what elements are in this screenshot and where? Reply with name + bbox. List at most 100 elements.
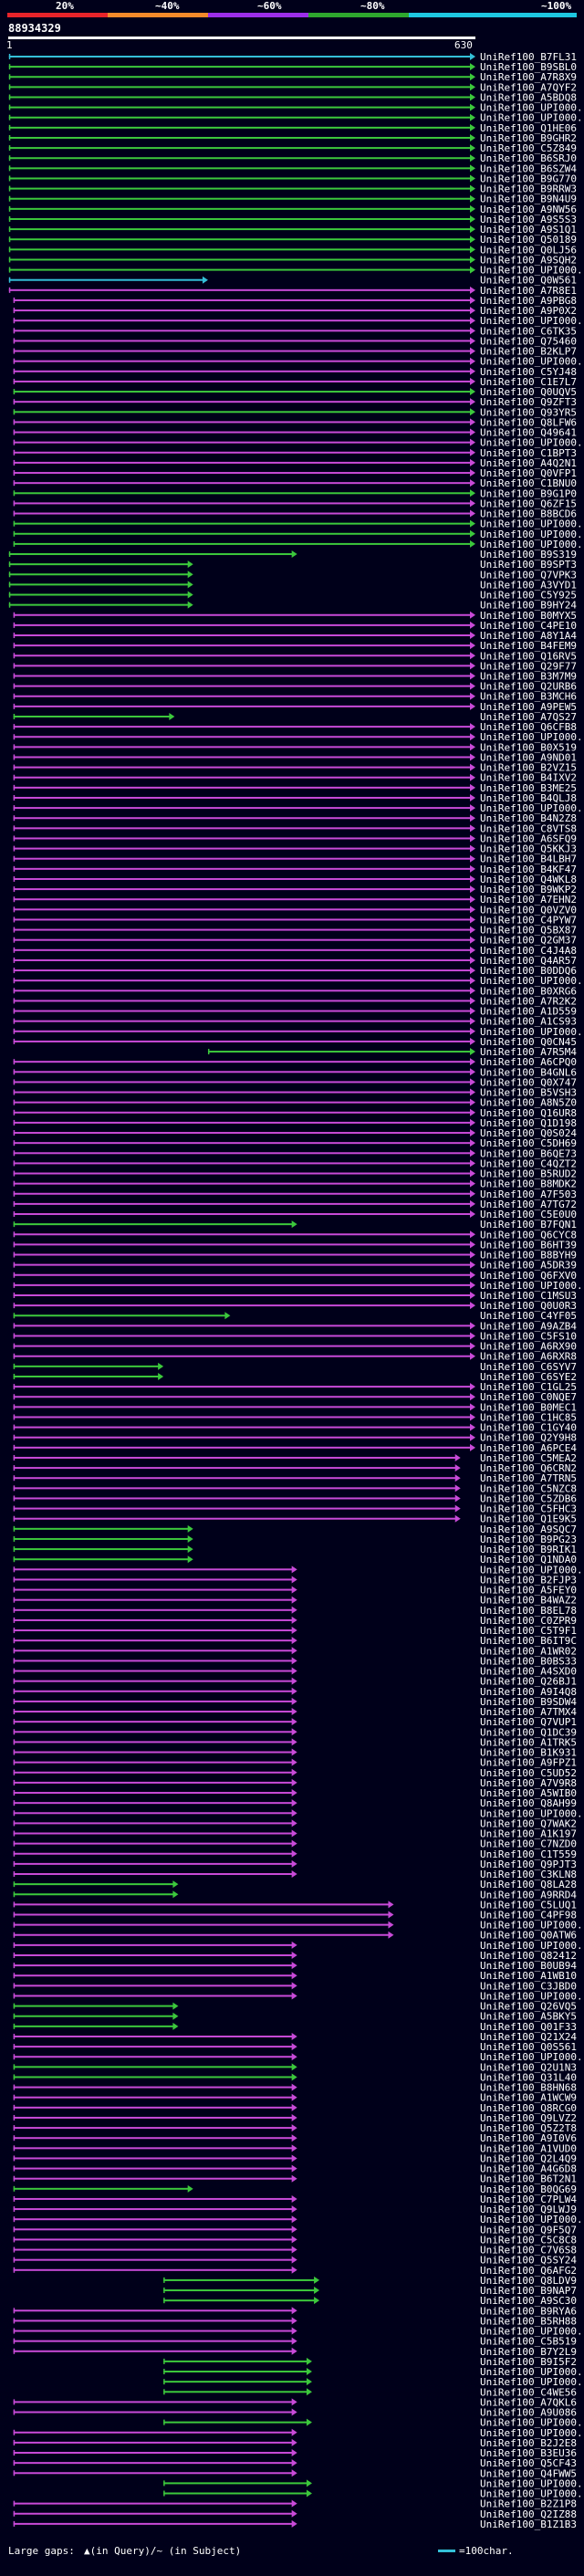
hit-label[interactable]: UniRef100_A4G6D8 [480,2163,577,2175]
hit-label[interactable]: UniRef100_C4J4A8 [480,945,577,957]
hit-row[interactable]: UniRef100_A1WB10 [13,1970,577,1982]
hit-label[interactable]: UniRef100_C4PYW7 [480,914,577,926]
hit-row[interactable]: UniRef100_C4J4A8 [13,945,577,957]
hit-bar[interactable] [13,2431,294,2434]
hit-label[interactable]: UniRef100_C5FHC3 [480,1503,577,1515]
hit-bar[interactable] [13,1182,472,1185]
hit-label[interactable]: UniRef100_B9S319 [480,549,577,560]
hit-bar[interactable] [13,2502,294,2505]
hit-row[interactable]: UniRef100_B8BCD6 [13,508,577,520]
hit-row[interactable]: UniRef100_UPI000... [163,2417,584,2429]
hit-row[interactable]: UniRef100_Q8RCG0 [13,2102,577,2114]
hit-bar[interactable] [13,958,472,961]
hit-row[interactable]: UniRef100_C4PF98 [13,1910,577,1922]
hit-label[interactable]: UniRef100_C1GY40 [480,1422,577,1434]
hit-row[interactable]: UniRef100_A9FPZ1 [13,1757,577,1769]
hit-bar[interactable] [13,756,472,759]
hit-row[interactable]: UniRef100_B9GHR2 [8,132,577,144]
hit-bar[interactable] [13,1761,294,1764]
hit-bar[interactable] [13,1629,294,1632]
hit-row[interactable]: UniRef100_C5LUQ1 [13,1899,577,1911]
hit-bar[interactable] [13,2197,294,2200]
hit-label[interactable]: UniRef100_Q49641 [480,427,577,439]
hit-label[interactable]: UniRef100_A9U086 [480,2407,577,2419]
hit-label[interactable]: UniRef100_C5Y925 [480,590,577,602]
hit-bar[interactable] [13,1253,472,1256]
hit-row[interactable]: UniRef100_C5Y925 [8,590,577,602]
hit-row[interactable]: UniRef100_Q4AR57 [13,955,577,967]
hit-label[interactable]: UniRef100_A7R2K2 [480,995,577,1007]
hit-row[interactable]: UniRef100_A9I4Q8 [13,1686,577,1698]
hit-row[interactable]: UniRef100_C7NZD0 [13,1838,577,1850]
hit-row[interactable]: UniRef100_C5MEA2 [13,1452,577,1464]
hit-bar[interactable] [13,888,472,891]
hit-bar[interactable] [13,1751,294,1754]
hit-bar[interactable] [13,807,472,810]
hit-row[interactable]: UniRef100_B6IT9C [13,1635,577,1647]
hit-row[interactable]: UniRef100_A9SC30 [163,2295,577,2307]
hit-label[interactable]: UniRef100_Q7VUP1 [480,1716,577,1728]
hit-bar[interactable] [8,583,190,586]
hit-bar[interactable] [13,411,472,414]
hit-row[interactable]: UniRef100_C5ZDB6 [13,1492,577,1504]
hit-bar[interactable] [8,136,472,139]
hit-label[interactable]: UniRef100_A7QYF2 [480,81,577,93]
hit-label[interactable]: UniRef100_B9SBL0 [480,61,577,73]
hit-row[interactable]: UniRef100_A6SFQ9 [13,832,577,844]
hit-label[interactable]: UniRef100_B8HN68 [480,2082,577,2094]
hit-bar[interactable] [13,2046,294,2048]
hit-row[interactable]: UniRef100_B9NAP7 [163,2285,577,2297]
hit-label[interactable]: UniRef100_A8N5Z0 [480,1097,577,1109]
hit-row[interactable]: UniRef100_UPI000... [13,1940,584,1952]
hit-row[interactable]: UniRef100_B4FEM9 [13,640,577,652]
hit-row[interactable]: UniRef100_A6CPQ0 [13,1056,577,1068]
hit-bar[interactable] [13,1010,472,1012]
hit-row[interactable]: UniRef100_B6SZW4 [8,162,578,174]
hit-label[interactable]: UniRef100_B9PG23 [480,1534,577,1545]
hit-label[interactable]: UniRef100_C5UD52 [480,1767,577,1779]
hit-row[interactable]: UniRef100_B8MDK2 [13,1178,577,1190]
hit-row[interactable]: UniRef100_A5BKY5 [13,2011,577,2023]
hit-label[interactable]: UniRef100_A9SQC7 [480,1524,577,1535]
hit-bar[interactable] [13,2268,294,2271]
hit-row[interactable]: UniRef100_UPI000... [13,2051,584,2063]
hit-label[interactable]: UniRef100_Q7VPK3 [480,569,577,581]
hit-label[interactable]: UniRef100_Q2L4Q9 [480,2152,577,2164]
hit-bar[interactable] [8,177,472,180]
hit-bar[interactable] [13,2005,175,2007]
hit-row[interactable]: UniRef100_B9S319 [8,549,577,560]
hit-label[interactable]: UniRef100_A1WCW9 [480,2092,577,2104]
hit-bar[interactable] [13,1081,472,1084]
hit-bar[interactable] [13,644,472,647]
hit-label[interactable]: UniRef100_A6RX90 [480,1341,577,1353]
hit-row[interactable]: UniRef100_B5VSH3 [13,1087,577,1099]
hit-row[interactable]: UniRef100_Q5KKJ3 [13,843,577,855]
hit-bar[interactable] [13,1862,294,1865]
hit-bar[interactable] [13,1660,294,1662]
hit-row[interactable]: UniRef100_Q1NDA0 [13,1554,577,1565]
hit-row[interactable]: UniRef100_Q31L40 [13,2071,577,2083]
hit-bar[interactable] [13,1618,294,1621]
hit-label[interactable]: UniRef100_Q8LDV9 [480,2275,577,2287]
hit-label[interactable]: UniRef100_B4KF47 [480,864,577,875]
hit-label[interactable]: UniRef100_B5VSH3 [480,1087,577,1099]
hit-label[interactable]: UniRef100_Q2GM37 [480,935,577,947]
hit-bar[interactable] [13,1507,457,1510]
hit-row[interactable]: UniRef100_UPI000... [13,1026,584,1038]
hit-bar[interactable] [13,1162,472,1165]
hit-label[interactable]: UniRef100_C1BPT3 [480,447,577,459]
hit-bar[interactable] [163,2482,308,2485]
hit-label[interactable]: UniRef100_C1BNU0 [480,477,577,489]
hit-row[interactable]: UniRef100_C4YF05 [13,1310,577,1322]
hit-label[interactable]: UniRef100_A9I0V6 [480,2132,577,2144]
hit-label[interactable]: UniRef100_B8EL78 [480,1605,577,1617]
hit-bar[interactable] [8,96,472,99]
hit-row[interactable]: UniRef100_B8HN68 [13,2082,577,2094]
hit-bar[interactable] [13,908,472,911]
hit-row[interactable]: UniRef100_B0MYX5 [13,610,577,622]
hit-label[interactable]: UniRef100_UPI000... [480,1280,584,1292]
hit-label[interactable]: UniRef100_UPI000... [480,315,584,327]
hit-bar[interactable] [13,1700,294,1702]
hit-row[interactable]: UniRef100_A1TRK5 [13,1736,577,1748]
hit-bar[interactable] [13,938,472,941]
